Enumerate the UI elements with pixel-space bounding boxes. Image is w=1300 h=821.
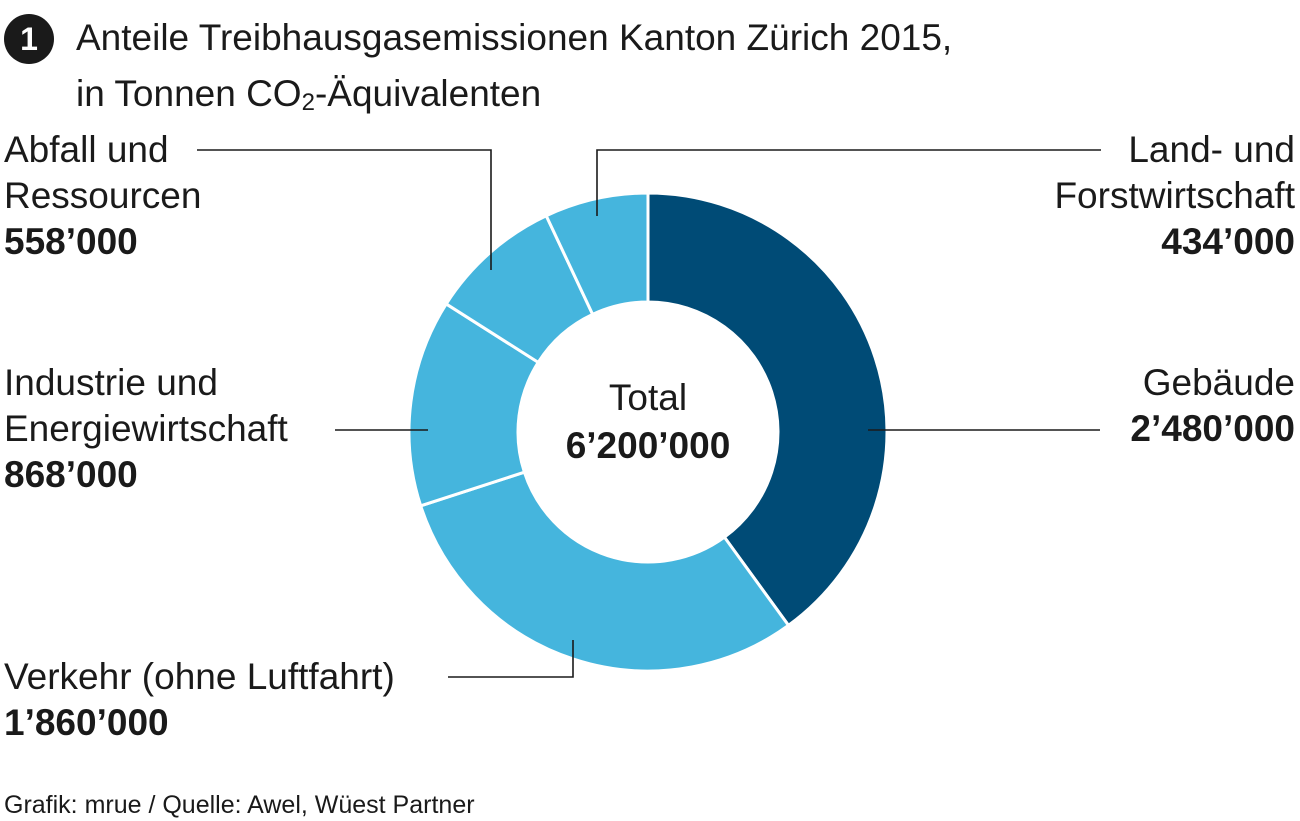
gebaeude-name: Gebäude [1142,362,1295,403]
donut-slice-0 [646,191,889,628]
industrie-value: 868’000 [4,454,138,495]
donut-slices [407,191,889,673]
title-subscript: 2 [301,89,315,116]
gebaeude-value: 2’480’000 [1130,408,1295,449]
leader-lines [197,149,1101,678]
figure-number-badge: 1 [4,14,54,64]
industrie-name-line-2: Energiewirtschaft [4,408,288,449]
leader-line-abfall [197,149,492,270]
source-note: Grafik: mrue / Quelle: Awel, Wüest Partn… [4,791,475,819]
donut-slice-1 [418,470,791,673]
leader-line-verkehr [448,640,574,678]
label-gebaeude: Gebäude 2’480’000 [1130,360,1295,452]
title-line-2-suffix: -Äquivalenten [314,73,542,114]
label-abfall: Abfall und Ressourcen 558’000 [4,127,201,265]
verkehr-value: 1’860’000 [4,702,169,743]
title-line-2-prefix: in Tonnen CO [76,73,302,114]
label-land: Land- und Forstwirtschaft 434’000 [1054,127,1295,265]
leader-line-land [596,149,1101,216]
donut-center-total: Total 6’200’000 [548,374,748,470]
abfall-name-line-2: Ressourcen [4,175,202,216]
abfall-value: 558’000 [4,221,138,262]
title-line-1: Anteile Treibhausgasemissionen Kanton Zü… [76,17,953,58]
land-name-line-2: Forstwirtschaft [1054,175,1295,216]
label-industrie: Industrie und Energiewirtschaft 868’000 [4,360,288,498]
land-name-line-1: Land- und [1128,129,1295,170]
chart-title: Anteile Treibhausgasemissionen Kanton Zü… [76,10,952,122]
industrie-name-line-1: Industrie und [4,362,218,403]
abfall-name-line-1: Abfall und [4,129,169,170]
total-value: 6’200’000 [565,425,731,466]
donut-slice-4 [544,191,650,317]
label-verkehr: Verkehr (ohne Luftfahrt) 1’860’000 [4,654,395,746]
total-label: Total [608,377,688,418]
verkehr-name: Verkehr (ohne Luftfahrt) [4,656,395,697]
land-value: 434’000 [1161,221,1295,262]
